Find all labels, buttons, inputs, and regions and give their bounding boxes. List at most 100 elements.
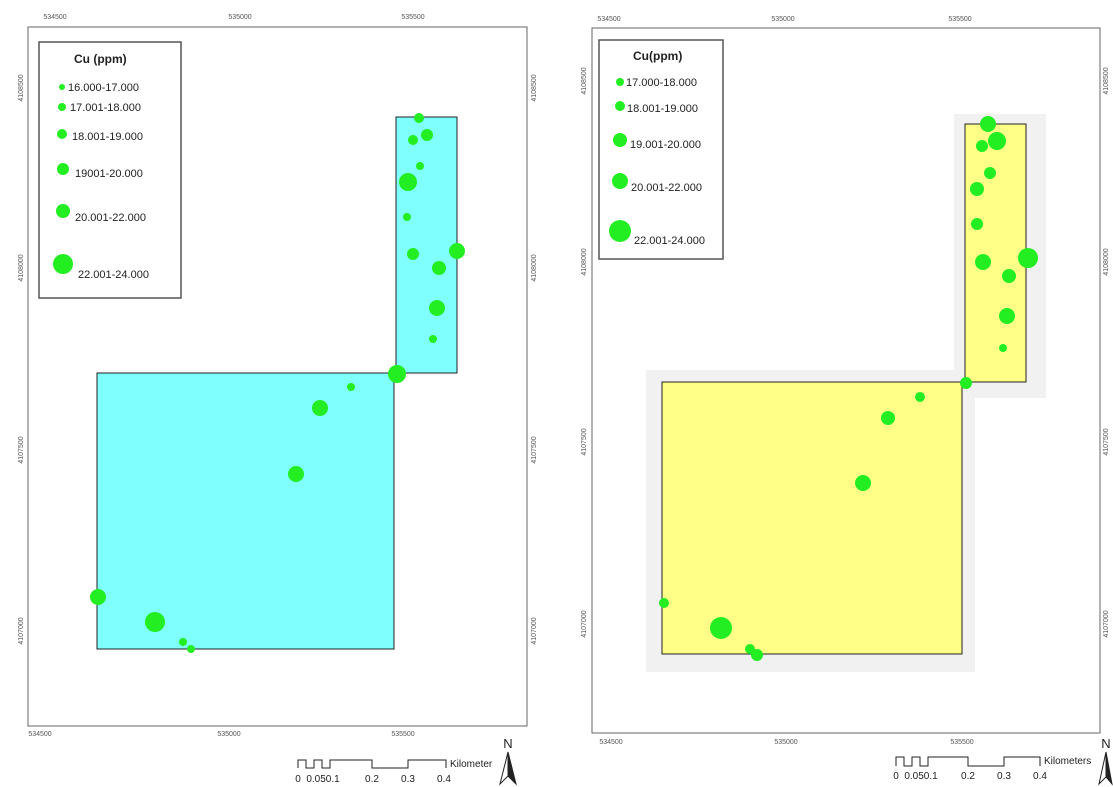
right-tick: 4107000 (1103, 610, 1110, 637)
study-area-polygon (96, 372, 395, 650)
sample-point (416, 162, 424, 170)
left-tick: 4108000 (581, 248, 588, 275)
left-tick: 4107500 (18, 436, 25, 463)
bottom-tick: 534500 (28, 731, 51, 738)
left-tick: 4107000 (581, 610, 588, 637)
scale-unit: Kilometers (1044, 756, 1091, 767)
legend-title: Cu (ppm) (74, 52, 127, 66)
sample-points (659, 116, 1038, 661)
sample-point (399, 173, 417, 191)
sample-point (312, 400, 328, 416)
sample-point (347, 383, 355, 391)
left-tick: 4108500 (18, 74, 25, 101)
sample-point (855, 475, 871, 491)
right-tick: 4108000 (1103, 248, 1110, 275)
sample-points (90, 113, 465, 653)
sample-point (449, 243, 465, 259)
bottom-tick: 535000 (774, 739, 797, 746)
scale-bar: 0 0.050.1 0.2 0.3 0.4 Kilometer (295, 759, 493, 785)
scale-label: 0.3 (401, 774, 415, 785)
legend-title: Cu(ppm) (633, 49, 682, 63)
north-arrow-icon: N (1098, 736, 1113, 786)
sample-point (1002, 269, 1016, 283)
left-map: 534500 535000 535500 534500 535000 53550… (18, 14, 538, 786)
sample-point (970, 182, 984, 196)
sample-point (975, 254, 991, 270)
legend-label: 18.001-19.000 (72, 131, 143, 143)
scale-bar: 0 0.050.1 0.2 0.3 0.4 Kilometers (893, 756, 1091, 782)
legend-label: 20.001-22.000 (75, 212, 146, 224)
top-tick: 534500 (43, 14, 66, 21)
right-tick: 4108500 (1103, 67, 1110, 94)
sample-point (414, 113, 424, 123)
bottom-tick: 535500 (950, 739, 973, 746)
bottom-tick: 535500 (391, 731, 414, 738)
sample-point (429, 335, 437, 343)
sample-point (999, 308, 1015, 324)
right-tick: 4108500 (531, 74, 538, 101)
legend-symbol (57, 163, 69, 175)
scale-bar-graphic (297, 759, 447, 769)
legend-label: 22.001-24.000 (78, 269, 149, 281)
legend-label: 20.001-22.000 (631, 182, 702, 194)
sample-point (408, 135, 418, 145)
legend-label: 17.000-18.000 (626, 77, 697, 89)
right-tick: 4107000 (531, 617, 538, 644)
sample-point (915, 392, 925, 402)
legend-symbol (609, 220, 631, 242)
sample-point (407, 248, 419, 260)
legend-symbol (613, 133, 627, 147)
sample-point (881, 411, 895, 425)
legend-symbol (57, 129, 67, 139)
legend-symbol (58, 103, 66, 111)
legend-label: 19.001-20.000 (630, 139, 701, 151)
scale-label: 0.4 (1033, 771, 1047, 782)
bottom-tick: 534500 (599, 739, 622, 746)
scale-label: 0 (295, 774, 301, 785)
left-tick: 4108000 (18, 254, 25, 281)
study-area-polygon (395, 116, 458, 374)
scale-label: 0.4 (437, 774, 451, 785)
legend-label: 17.001-18.000 (70, 102, 141, 114)
sample-point (179, 638, 187, 646)
sample-point (432, 261, 446, 275)
sample-point (960, 377, 972, 389)
scale-label: 0.2 (961, 771, 975, 782)
sample-point (288, 466, 304, 482)
legend-label: 19001-20.000 (75, 168, 143, 180)
top-tick: 534500 (597, 16, 620, 23)
sample-point (421, 129, 433, 141)
right-map: 534500 535000 535500 534500 535000 53550… (581, 16, 1113, 786)
north-arrow-icon: N (499, 736, 517, 786)
sample-point (751, 649, 763, 661)
legend-label: 18.001-19.000 (627, 103, 698, 115)
top-tick: 535000 (228, 14, 251, 21)
sample-point (659, 598, 669, 608)
sample-point (145, 612, 165, 632)
legend-symbol (612, 173, 628, 189)
sample-point (984, 167, 996, 179)
sample-point (710, 617, 732, 639)
right-tick: 4107500 (531, 436, 538, 463)
legend-symbol (616, 78, 624, 86)
scale-label: 0 (893, 771, 899, 782)
top-tick: 535500 (948, 16, 971, 23)
sample-point (1018, 248, 1038, 268)
scale-bar-graphic (895, 756, 1041, 767)
sample-point (988, 132, 1006, 150)
top-tick: 535000 (771, 16, 794, 23)
sample-point (429, 300, 445, 316)
map-legend: Cu(ppm) 17.000-18.000 18.001-19.000 19.0… (598, 39, 724, 260)
scale-label: 0.050.1 (306, 774, 340, 785)
north-label: N (1101, 736, 1110, 751)
sample-point (90, 589, 106, 605)
right-tick: 4107500 (1103, 428, 1110, 455)
study-area-polygon (661, 381, 963, 655)
scale-label: 0.050.1 (904, 771, 938, 782)
study-area-polygon (964, 123, 1027, 383)
scale-unit: Kilometer (450, 759, 493, 770)
right-tick: 4108000 (531, 254, 538, 281)
scale-label: 0.3 (997, 771, 1011, 782)
legend-symbol (59, 84, 65, 90)
